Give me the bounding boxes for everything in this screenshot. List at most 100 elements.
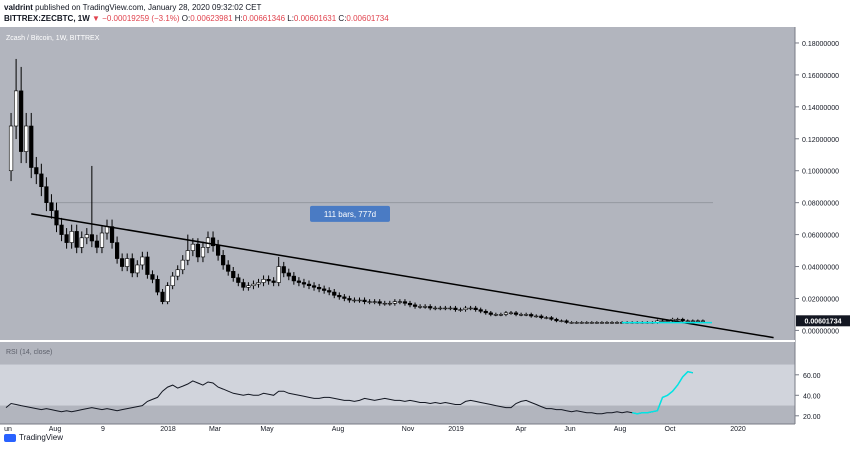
price-ticks: 0.18000000 0.16000000 0.14000000 0.12000000…	[795, 41, 839, 335]
candle-up	[69, 231, 74, 243]
price-tick-label: 0.08000000	[802, 201, 839, 208]
candle-up	[695, 320, 700, 322]
trendline[interactable]	[31, 213, 774, 339]
last-price-text: 0.00601734	[805, 318, 842, 325]
time-tick-label: Aug	[614, 426, 627, 433]
candle-up	[700, 320, 705, 322]
candle-down	[115, 242, 120, 259]
candle-down	[64, 234, 69, 243]
candle-up	[493, 314, 498, 316]
candle-down	[549, 317, 554, 320]
candle-up	[498, 314, 504, 316]
candle-up	[84, 234, 89, 239]
candle-up	[443, 307, 448, 310]
close-label: C:	[338, 14, 347, 23]
candle-up	[190, 243, 195, 251]
candle-up	[99, 232, 105, 248]
candle-down	[19, 90, 24, 152]
candle-down	[362, 299, 367, 302]
candle-up	[165, 285, 170, 302]
candle-down	[332, 291, 337, 296]
candle-up	[503, 312, 509, 315]
candle-up	[609, 322, 615, 324]
price-tick-label: 0.02000000	[802, 296, 839, 303]
time-tick-label: May	[260, 426, 274, 433]
publish-info: valdrint published on TradingView.com, J…	[4, 3, 261, 12]
candle-up	[518, 314, 524, 316]
candle-down	[488, 312, 493, 315]
candle-down	[39, 173, 44, 187]
high-value: 0.00661346	[242, 14, 286, 23]
rsi-tick-label: 40.00	[803, 393, 821, 400]
time-tick-label: 2020	[730, 426, 746, 433]
candle-down	[89, 234, 94, 242]
candle-up	[382, 302, 387, 305]
candle-down	[210, 237, 216, 247]
candle-down	[412, 304, 418, 307]
candle-up	[392, 301, 397, 304]
candle-up	[463, 307, 468, 310]
open-value: 0.00623981	[190, 14, 233, 23]
candle-up	[175, 269, 180, 277]
time-axis[interactable]	[0, 424, 850, 433]
candle-down	[347, 298, 352, 301]
candle-down	[428, 306, 433, 309]
low-label: L:	[287, 14, 294, 23]
candle-up	[417, 306, 423, 308]
rsi-ticks: 60.00 40.00 20.00	[795, 373, 821, 421]
low-value: 0.00601631	[293, 14, 337, 23]
candle-up	[135, 264, 140, 274]
candle-down	[301, 282, 307, 285]
candle-down	[59, 224, 64, 235]
candle-up	[246, 285, 251, 288]
candle-down	[286, 272, 291, 277]
time-tick-label: Mar	[209, 426, 222, 433]
candle-down	[34, 167, 39, 175]
time-tick-label: 2019	[448, 426, 464, 433]
price-pane[interactable]	[0, 27, 795, 340]
measure-annotation[interactable]: 111 bars, 777d	[310, 205, 390, 222]
candle-up	[569, 322, 574, 324]
candle-up	[594, 322, 599, 324]
tradingview-logo-text: TradingView	[19, 433, 64, 442]
candle-up	[468, 307, 473, 310]
candle-down	[316, 287, 322, 290]
time-tick-label: Jun	[564, 426, 575, 433]
tradingview-logo[interactable]: TradingView	[4, 433, 63, 442]
chart-title: Zcash / Bitcoin, 1W, BITTREX	[6, 35, 100, 42]
candle-down	[74, 231, 79, 248]
candle-down	[271, 280, 276, 283]
candle-down	[322, 288, 327, 291]
time-tick-label: un	[4, 426, 12, 433]
candle-up	[397, 301, 403, 303]
price-tick-label: 0.12000000	[802, 137, 839, 144]
symbol-info: BITTREX:ZECBTC, 1W ▼ −0.00019259 (−3.1%)…	[4, 14, 389, 23]
price-axis[interactable]	[795, 27, 850, 424]
candle-up	[372, 301, 377, 303]
candle-down	[407, 302, 413, 306]
candle-up	[685, 320, 690, 322]
candle-down	[483, 310, 488, 314]
candle-down	[554, 318, 559, 322]
candle-up	[438, 307, 443, 310]
candle-up	[599, 322, 604, 324]
annotation-text: 111 bars, 777d	[324, 210, 376, 219]
price-tick-label: 0.14000000	[802, 105, 839, 112]
candle-down	[377, 301, 382, 304]
candle-down	[306, 283, 312, 287]
price-tick-label: 0.16000000	[802, 73, 839, 80]
candle-down	[150, 274, 155, 280]
candle-up	[534, 315, 539, 318]
candle-down	[473, 307, 478, 310]
time-ticks: un Aug 9 2018 Mar May Aug Nov 2019 Apr Jun Aug Oct 20…	[4, 426, 746, 433]
candle-up	[24, 125, 29, 152]
candle-up	[584, 322, 589, 324]
candle-down	[281, 266, 286, 274]
time-tick-label: 2018	[160, 426, 176, 433]
candle-down	[539, 315, 544, 318]
candle-up	[14, 90, 19, 127]
candle-down	[453, 307, 458, 310]
candle-up	[140, 256, 145, 266]
candle-down	[680, 318, 685, 322]
